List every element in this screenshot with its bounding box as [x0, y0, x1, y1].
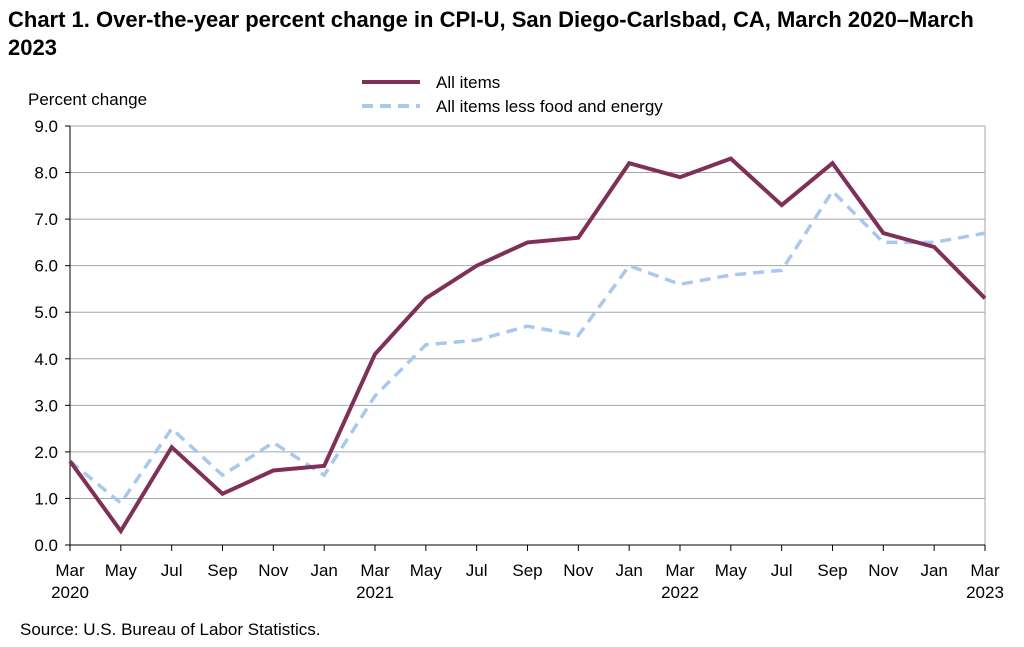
x-tick-label: Jul — [466, 561, 488, 580]
y-tick-label: 1.0 — [34, 489, 58, 508]
x-tick-year-label: 2022 — [661, 583, 699, 602]
y-tick-label: 7.0 — [34, 210, 58, 229]
x-tick-year-label: 2020 — [51, 583, 89, 602]
x-tick-label: May — [410, 561, 443, 580]
x-tick-label: Jan — [615, 561, 642, 580]
x-tick-label: Jul — [771, 561, 793, 580]
legend: All items All items less food and energy — [362, 73, 663, 116]
y-tick-label: 2.0 — [34, 443, 58, 462]
x-tick-label: Mar — [55, 561, 85, 580]
chart-title: Chart 1. Over-the-year percent change in… — [8, 7, 974, 60]
y-axis-label: Percent change — [28, 90, 147, 109]
legend-label: All items less food and energy — [436, 97, 663, 116]
x-tick-year-label: 2021 — [356, 583, 394, 602]
axes — [65, 125, 986, 551]
x-tick-label: Sep — [207, 561, 237, 580]
x-tick-label: Sep — [512, 561, 542, 580]
tick-labels: 0.0 1.0 2.0 3.0 4.0 5.0 6.0 7.0 8.0 9.0 Mar 2020 May… — [34, 117, 1004, 602]
y-tick-label: 3.0 — [34, 396, 58, 415]
x-tick-label: May — [105, 561, 138, 580]
x-tick-label: Jan — [920, 561, 947, 580]
x-tick-label: May — [715, 561, 748, 580]
y-tick-label: 5.0 — [34, 303, 58, 322]
grid-lines — [70, 125, 986, 545]
x-tick-label: Mar — [665, 561, 695, 580]
series-line-core — [68, 188, 986, 506]
x-tick-label: Sep — [817, 561, 847, 580]
x-tick-label: Jan — [310, 561, 337, 580]
series-lines — [68, 156, 987, 535]
x-tick-label: Nov — [258, 561, 289, 580]
series-line-all-items — [68, 156, 987, 535]
y-tick-label: 9.0 — [34, 117, 58, 136]
x-tick-label: Mar — [360, 561, 390, 580]
y-tick-label: 0.0 — [34, 536, 58, 555]
y-tick-label: 4.0 — [34, 350, 58, 369]
x-tick-label: Nov — [868, 561, 899, 580]
legend-label: All items — [436, 73, 500, 92]
x-tick-label: Nov — [563, 561, 594, 580]
x-tick-label: Mar — [970, 561, 1000, 580]
y-tick-label: 6.0 — [34, 257, 58, 276]
x-tick-year-label: 2023 — [966, 583, 1004, 602]
source-note: Source: U.S. Bureau of Labor Statistics. — [20, 620, 321, 639]
y-tick-label: 8.0 — [34, 164, 58, 183]
x-tick-label: Jul — [161, 561, 183, 580]
